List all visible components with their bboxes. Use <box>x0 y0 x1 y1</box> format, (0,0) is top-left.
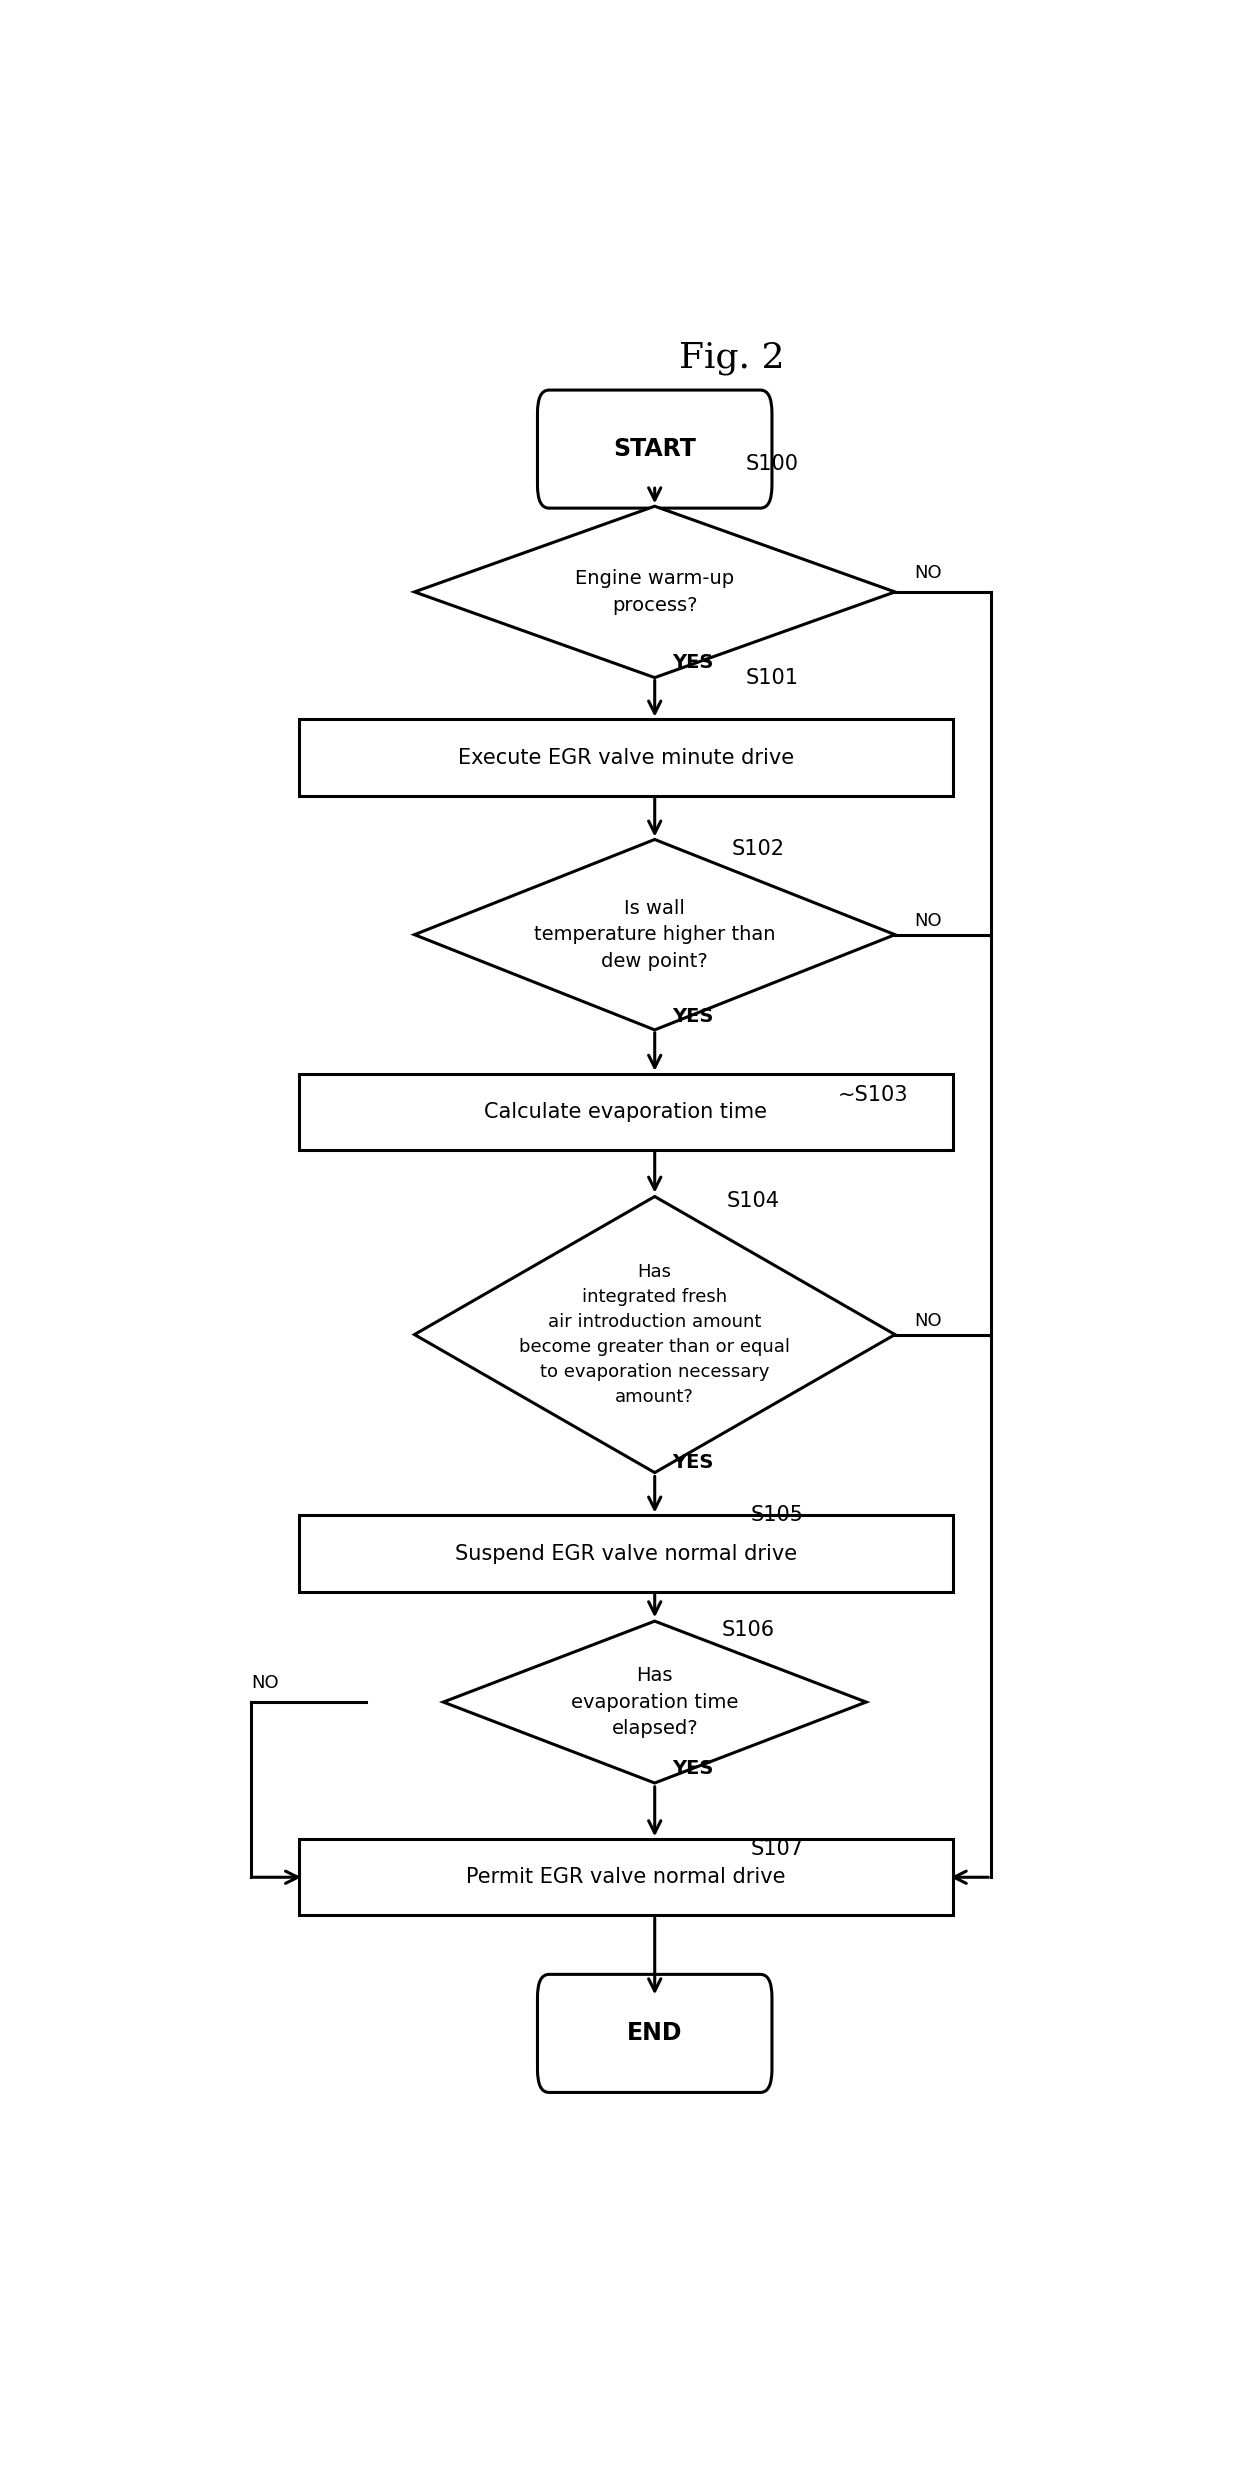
Text: Engine warm-up
process?: Engine warm-up process? <box>575 569 734 616</box>
Bar <box>299 720 952 796</box>
Bar <box>299 1840 952 1914</box>
Text: S102: S102 <box>732 838 785 858</box>
Text: NO: NO <box>914 1313 942 1330</box>
Text: S107: S107 <box>751 1840 804 1860</box>
Text: NO: NO <box>250 1674 279 1692</box>
Text: Suspend EGR valve normal drive: Suspend EGR valve normal drive <box>455 1543 797 1563</box>
Polygon shape <box>414 507 895 678</box>
Text: Fig. 2: Fig. 2 <box>678 341 785 376</box>
Text: Has
integrated fresh
air introduction amount
become greater than or equal
to eva: Has integrated fresh air introduction am… <box>520 1264 790 1407</box>
Text: END: END <box>627 2020 682 2045</box>
Text: S104: S104 <box>727 1192 780 1212</box>
FancyBboxPatch shape <box>537 1973 773 2092</box>
Text: YES: YES <box>672 1452 713 1471</box>
Text: NO: NO <box>914 913 942 930</box>
Polygon shape <box>414 1197 895 1471</box>
Text: NO: NO <box>914 564 942 581</box>
Text: Is wall
temperature higher than
dew point?: Is wall temperature higher than dew poin… <box>534 898 775 972</box>
Text: S100: S100 <box>746 455 799 475</box>
Text: YES: YES <box>672 653 713 673</box>
Text: YES: YES <box>672 1007 713 1026</box>
Polygon shape <box>444 1622 866 1783</box>
Text: ~S103: ~S103 <box>837 1086 908 1105</box>
Text: S106: S106 <box>722 1620 775 1640</box>
Bar <box>299 1516 952 1593</box>
Text: Execute EGR valve minute drive: Execute EGR valve minute drive <box>458 747 794 767</box>
Text: YES: YES <box>672 1758 713 1778</box>
Text: S101: S101 <box>746 668 799 687</box>
Text: Has
evaporation time
elapsed?: Has evaporation time elapsed? <box>572 1667 738 1739</box>
Polygon shape <box>414 838 895 1029</box>
Text: START: START <box>614 438 696 460</box>
Text: Calculate evaporation time: Calculate evaporation time <box>485 1103 768 1123</box>
FancyBboxPatch shape <box>537 391 773 507</box>
Text: S105: S105 <box>751 1506 804 1526</box>
Text: Permit EGR valve normal drive: Permit EGR valve normal drive <box>466 1867 786 1887</box>
Bar <box>299 1073 952 1150</box>
